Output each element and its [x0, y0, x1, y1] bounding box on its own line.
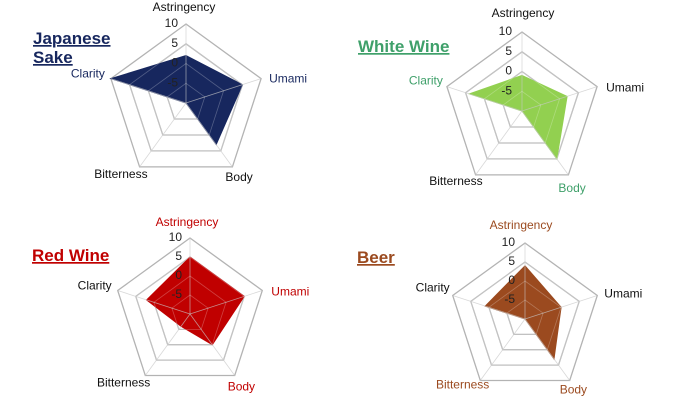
axis-label: Clarity — [71, 67, 105, 81]
axis-spoke — [479, 318, 526, 381]
axis-spoke — [475, 110, 523, 176]
grid-ring-overlay — [483, 71, 561, 144]
grid-ring-overlay — [488, 280, 562, 351]
axis-label: Clarity — [416, 281, 450, 295]
axis-spoke — [185, 102, 233, 168]
chart-title-line: Sake — [33, 48, 73, 67]
axis-label: Body — [225, 170, 252, 184]
tick-label: -5 — [167, 75, 178, 89]
tick-label: 5 — [175, 249, 182, 263]
axis-label: Clarity — [409, 74, 443, 88]
axis-spoke — [446, 86, 523, 112]
axis-label: Umami — [606, 81, 644, 95]
axis-label: Bitterness — [429, 174, 482, 188]
axis-label: Astringency — [153, 0, 216, 14]
data-area — [145, 256, 245, 346]
tick-label: 0 — [171, 56, 178, 70]
grid-ring-overlay — [465, 51, 579, 160]
axis-label: Umami — [269, 72, 307, 86]
axis-label: Astringency — [492, 6, 555, 20]
tick-label: 5 — [171, 36, 178, 50]
grid-ring-overlay — [129, 43, 243, 152]
axis-spoke — [524, 295, 598, 320]
tick-label: 10 — [169, 230, 183, 244]
axis-label: Body — [228, 380, 255, 394]
tick-label: -5 — [504, 292, 515, 306]
tick-label: 0 — [175, 268, 182, 282]
grid-ring — [464, 50, 580, 160]
axis-spoke — [189, 290, 263, 315]
axis-spoke — [185, 78, 262, 104]
tick-label: 0 — [508, 273, 515, 287]
grid-ring-overlay — [135, 256, 245, 361]
grid-ring-overlay — [470, 261, 580, 366]
axis-label: Bitterness — [94, 167, 147, 181]
grid-ring-overlay — [166, 82, 206, 120]
axis-label: Astringency — [156, 215, 219, 229]
grid-ring-overlay — [171, 294, 209, 330]
axis-spoke — [524, 318, 571, 381]
grid-ring — [470, 261, 580, 366]
grid-ring — [116, 237, 264, 377]
tick-label: 5 — [505, 44, 512, 58]
radar-chart-2: White Wine 10 5 0 -5 Astringency Umami Body Bitt… — [358, 6, 644, 195]
axis-label: Astringency — [490, 218, 553, 232]
axis-label: Clarity — [78, 279, 112, 293]
axis-label: Bitterness — [436, 378, 489, 392]
axis-label: Bitterness — [97, 376, 150, 390]
axis-spoke — [139, 102, 187, 168]
axis-label: Umami — [271, 285, 309, 299]
grid-ring-overlay — [506, 299, 544, 335]
tick-label: 0 — [505, 64, 512, 78]
chart-title-line: Beer — [357, 248, 395, 267]
axis-spoke — [189, 313, 236, 376]
chart-title-line: White Wine — [358, 37, 449, 56]
chart-title-line: Japanese — [33, 29, 111, 48]
axis-label: Body — [558, 181, 585, 195]
tick-label: 10 — [499, 24, 513, 38]
tick-label: 5 — [508, 254, 515, 268]
axis-label: Umami — [604, 287, 642, 301]
grid-ring-overlay — [147, 63, 225, 136]
grid-ring — [446, 31, 598, 176]
axis-spoke — [452, 295, 526, 320]
axis-label: Body — [560, 383, 587, 397]
grid-ring — [451, 242, 599, 382]
radar-chart-3: Red Wine 10 5 0 -5 Astringency Umami Body Bitter… — [32, 215, 309, 394]
tick-label: 10 — [165, 16, 179, 30]
axis-spoke — [521, 86, 598, 112]
tick-label: -5 — [171, 287, 182, 301]
grid-ring-overlay — [153, 275, 227, 346]
tick-label: 10 — [502, 235, 516, 249]
data-area — [467, 74, 568, 161]
grid-ring — [110, 23, 262, 168]
grid-ring-overlay — [502, 90, 542, 128]
radar-chart-4: Beer 10 5 0 -5 Astringency Umami Body Bitterness… — [357, 218, 642, 397]
axis-spoke — [117, 290, 191, 315]
chart-title-line: Red Wine — [32, 246, 109, 265]
axis-spoke — [110, 78, 187, 104]
axis-spoke — [521, 110, 569, 176]
tick-label: -5 — [501, 83, 512, 97]
axis-spoke — [144, 313, 191, 376]
